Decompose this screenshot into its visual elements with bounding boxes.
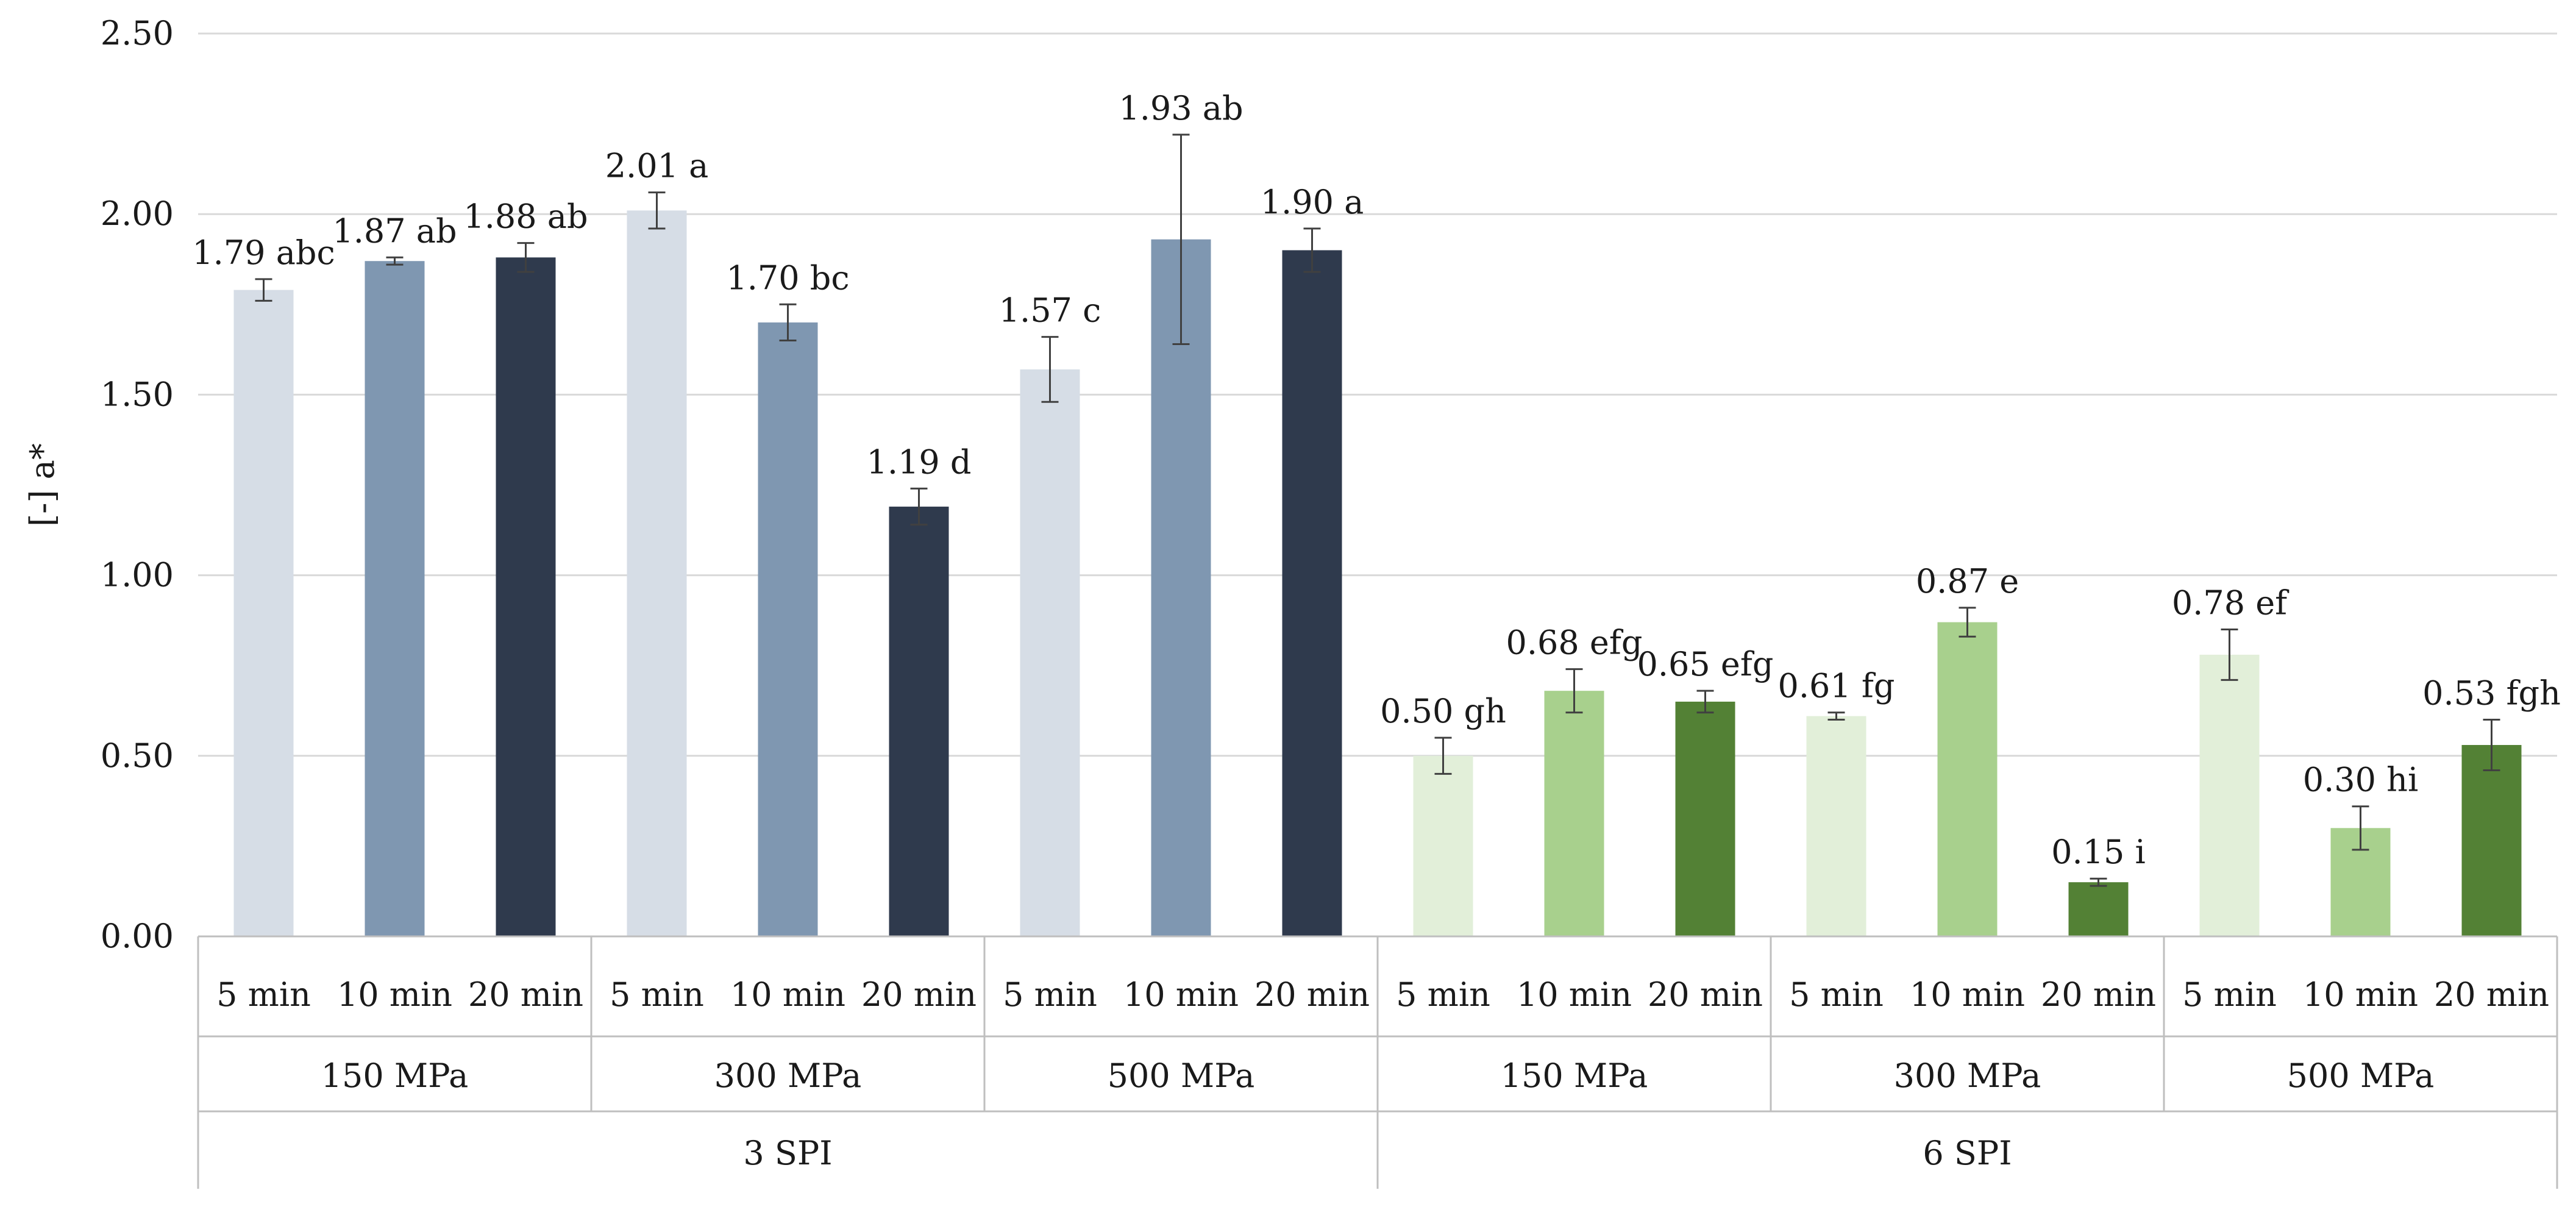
x-tick-label: 20 min	[468, 975, 583, 1014]
spi-group-label: 6 SPI	[1923, 1134, 2012, 1172]
data-label: 1.90 a	[1261, 183, 1364, 221]
data-label: 0.53 fgh	[2422, 674, 2561, 713]
bar	[1413, 755, 1473, 936]
pressure-group-label: 150 MPa	[1501, 1056, 1648, 1095]
error-bars	[255, 134, 2500, 887]
x-tick-label: 5 min	[216, 975, 311, 1014]
bar	[758, 322, 818, 936]
x-tick-label: 5 min	[610, 975, 704, 1014]
data-label: 1.79 abc	[192, 233, 335, 272]
data-label: 0.50 gh	[1380, 692, 1506, 730]
pressure-group-label: 300 MPa	[714, 1056, 862, 1095]
pressure-group-label: 500 MPa	[1108, 1056, 1255, 1095]
data-label: 0.61 fg	[1778, 667, 1895, 705]
data-label: 1.88 ab	[463, 198, 588, 236]
data-label: 1.19 d	[867, 443, 972, 481]
pressure-group-label: 150 MPa	[321, 1056, 469, 1095]
data-label: 1.70 bc	[726, 258, 849, 297]
y-tick-label: 0.50	[101, 736, 174, 775]
y-tick-label: 2.50	[101, 14, 174, 52]
spi-group-label: 3 SPI	[743, 1134, 832, 1172]
bar	[1675, 701, 1735, 936]
y-tick-label: 2.00	[101, 194, 174, 233]
data-label: 0.15 i	[2051, 833, 2146, 871]
y-axis-ticks: 0.00 0.50 1.00 1.50 2.00 2.50	[101, 14, 174, 955]
x-tick-label: 10 min	[730, 975, 845, 1014]
x-tick-label: 10 min	[1517, 975, 1632, 1014]
x-tick-label: 5 min	[1003, 975, 1097, 1014]
bars	[233, 210, 2522, 937]
x-tick-label: 20 min	[1648, 975, 1763, 1014]
x-tick-label: 20 min	[2041, 975, 2156, 1014]
x-tick-label: 10 min	[1910, 975, 2025, 1014]
pressure-group-label: 500 MPa	[2287, 1056, 2435, 1095]
y-tick-label: 0.00	[101, 917, 174, 955]
x-tick-label: 10 min	[337, 975, 452, 1014]
bar	[1806, 716, 1866, 936]
x-tick-label: 5 min	[2182, 975, 2277, 1014]
x-tick-label: 10 min	[1123, 975, 1239, 1014]
bar	[1020, 369, 1080, 936]
data-label: 0.30 hi	[2303, 761, 2418, 799]
x-tick-label: 5 min	[1396, 975, 1490, 1014]
x-tick-label: 10 min	[2303, 975, 2418, 1014]
bar	[1282, 250, 1342, 937]
bar	[2461, 745, 2522, 936]
bar	[889, 507, 949, 936]
data-label: 0.87 e	[1916, 562, 2019, 600]
bar	[627, 210, 687, 936]
y-axis-label: [-] a*	[23, 443, 62, 527]
y-tick-label: 1.50	[101, 375, 174, 413]
bar	[2199, 654, 2260, 936]
bar	[1544, 691, 1604, 936]
data-label: 1.57 c	[999, 291, 1101, 330]
y-tick-label: 1.00	[101, 556, 174, 594]
pressure-group-label: 300 MPa	[1894, 1056, 2041, 1095]
data-label: 0.68 efg	[1506, 624, 1643, 662]
data-label: 2.01 a	[605, 147, 709, 185]
data-label: 0.78 ef	[2172, 583, 2290, 622]
bar	[365, 261, 425, 936]
x-axis-categories: 5 min 10 min 20 min 5 min 10 min 20 min 5 min 1…	[197, 935, 2558, 1189]
bar	[1937, 622, 1998, 936]
x-tick-label: 5 min	[1789, 975, 1884, 1014]
x-tick-label: 20 min	[861, 975, 977, 1014]
x-tick-label: 20 min	[2434, 975, 2549, 1014]
bar	[233, 290, 294, 936]
bar	[496, 257, 556, 937]
bar	[2068, 882, 2129, 936]
x-tick-label: 20 min	[1254, 975, 1370, 1014]
bar	[1151, 239, 1211, 937]
data-label: 1.87 ab	[332, 212, 457, 250]
data-label: 1.93 ab	[1119, 89, 1243, 127]
data-label: 0.65 efg	[1637, 645, 1774, 683]
